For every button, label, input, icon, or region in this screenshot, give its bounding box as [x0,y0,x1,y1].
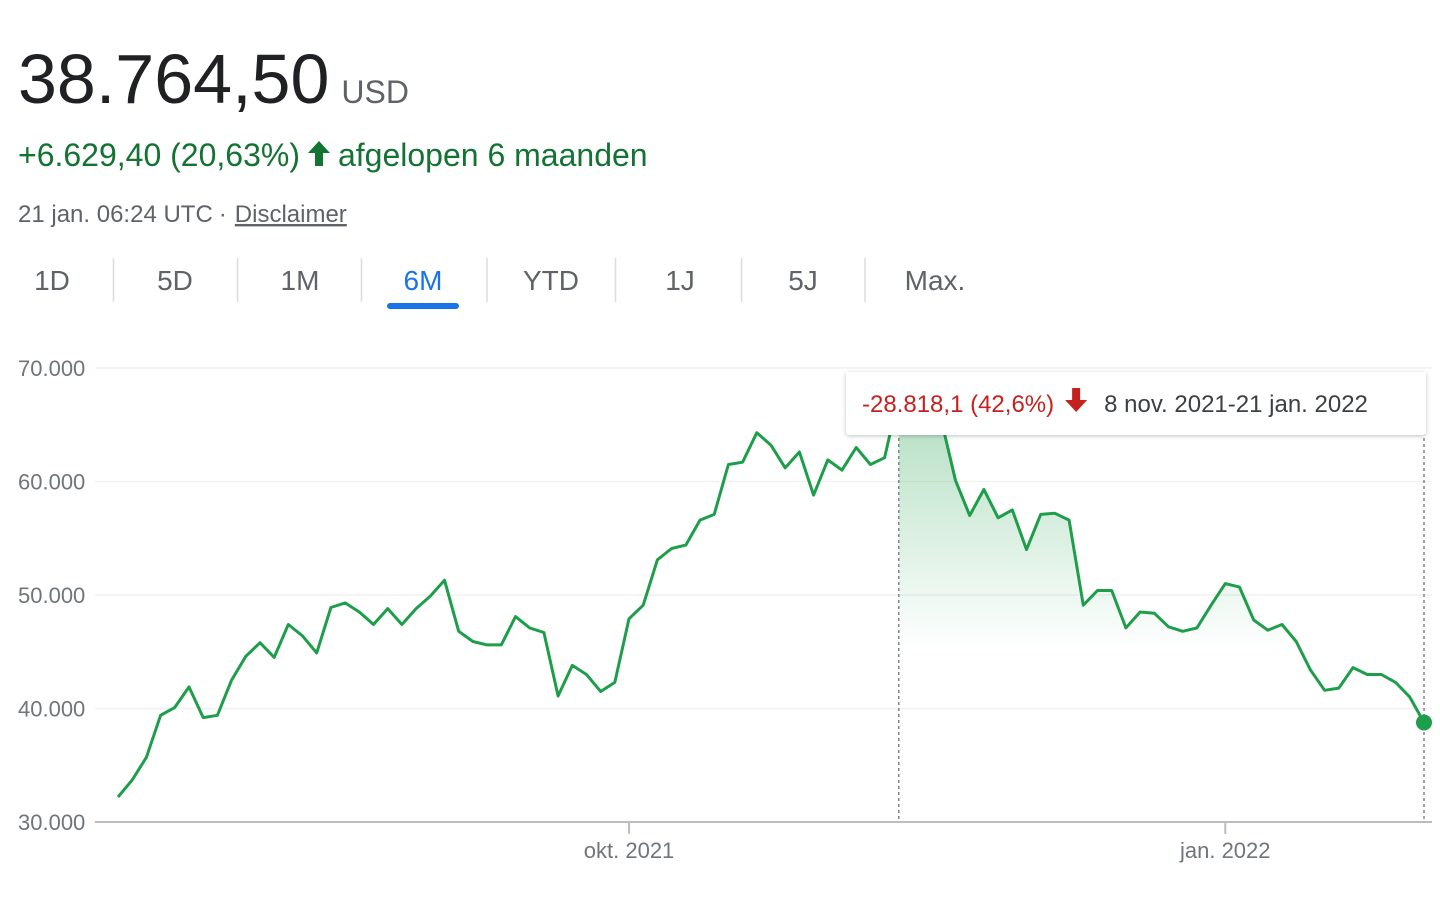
disclaimer-link[interactable]: Disclaimer [235,201,347,228]
price: 38.764,50 [18,40,329,118]
x-tick-label: jan. 2022 [1179,838,1271,863]
range-change: -28.818,1 (42,6%) [862,391,1054,418]
range-tab[interactable]: Max. [905,265,966,296]
y-tick-label: 70.000 [18,356,85,381]
down-arrow-icon [1065,388,1088,412]
range-tab[interactable]: 1J [665,265,695,296]
range-tab[interactable]: 6M [404,265,443,296]
selected-tab-indicator [387,303,459,309]
last-point [1416,714,1432,731]
range-tab[interactable]: 5D [157,265,193,296]
x-tick-label: okt. 2021 [584,838,675,863]
up-arrow-icon [307,141,330,166]
range-tooltip: -28.818,1 (42,6%) 8 nov. 2021-21 jan. 202… [846,372,1426,435]
price-change: +6.629,40 (20,63%) [18,137,300,173]
range-tab[interactable]: YTD [523,265,579,296]
price-line [116,394,1426,798]
change-period: afgelopen 6 maanden [338,137,648,173]
separator: · [219,201,227,228]
range-tab[interactable]: 1M [281,265,320,296]
range-tab[interactable]: 1D [34,265,70,296]
y-tick-label: 40.000 [18,697,85,722]
y-tick-label: 60.000 [18,470,85,495]
range-dates: 8 nov. 2021-21 jan. 2022 [1104,391,1368,418]
range-tab[interactable]: 5J [788,265,818,296]
currency: USD [341,74,409,110]
selection-area [898,395,1424,822]
y-tick-label: 30.000 [18,810,85,835]
y-tick-label: 50.000 [18,583,85,608]
timestamp: 21 jan. 06:24 UTC [18,201,213,228]
tooltip-box [846,372,1426,435]
